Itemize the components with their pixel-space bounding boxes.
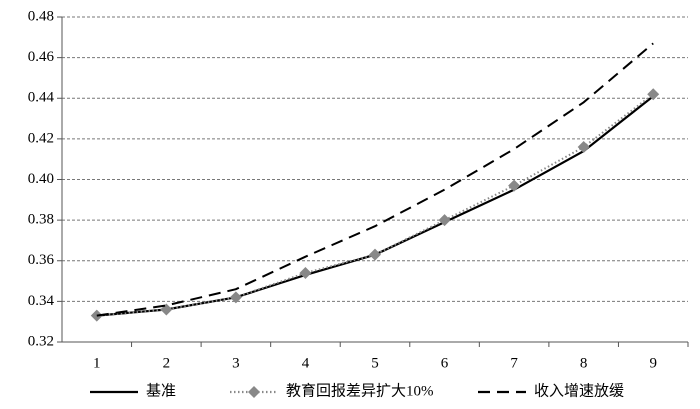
x-tick-label: 5 <box>371 355 379 371</box>
marker <box>647 88 660 101</box>
series-line <box>96 42 654 317</box>
y-tick-label: 0.40 <box>28 171 54 187</box>
marker <box>229 291 242 304</box>
x-tick-label: 4 <box>302 355 310 371</box>
marker <box>299 266 312 279</box>
legend-label: 基准 <box>146 382 176 399</box>
marker <box>577 141 590 153</box>
y-tick-label: 0.44 <box>28 90 55 106</box>
y-tick-label: 0.46 <box>28 49 55 65</box>
series-line <box>96 93 654 317</box>
x-tick-label: 6 <box>441 355 449 371</box>
y-tick-label: 0.38 <box>28 212 54 228</box>
marker <box>438 214 451 227</box>
y-tick-label: 0.32 <box>28 333 54 349</box>
marker <box>508 179 521 192</box>
series-line <box>96 95 654 317</box>
legend-label: 收入增速放缓 <box>534 382 624 399</box>
x-tick-label: 9 <box>649 355 657 371</box>
y-tick-label: 0.48 <box>28 8 54 24</box>
x-tick-label: 2 <box>163 355 171 371</box>
y-tick-label: 0.34 <box>28 293 55 309</box>
legend-marker <box>248 386 260 398</box>
legend-label: 教育回报差异扩大10% <box>286 382 434 399</box>
x-tick-label: 7 <box>510 355 518 371</box>
x-tick-label: 1 <box>93 355 101 371</box>
x-tick-label: 3 <box>232 355 240 371</box>
y-tick-label: 0.42 <box>28 130 54 146</box>
x-tick-label: 8 <box>580 355 588 371</box>
y-tick-label: 0.36 <box>28 252 55 268</box>
marker <box>369 248 381 261</box>
